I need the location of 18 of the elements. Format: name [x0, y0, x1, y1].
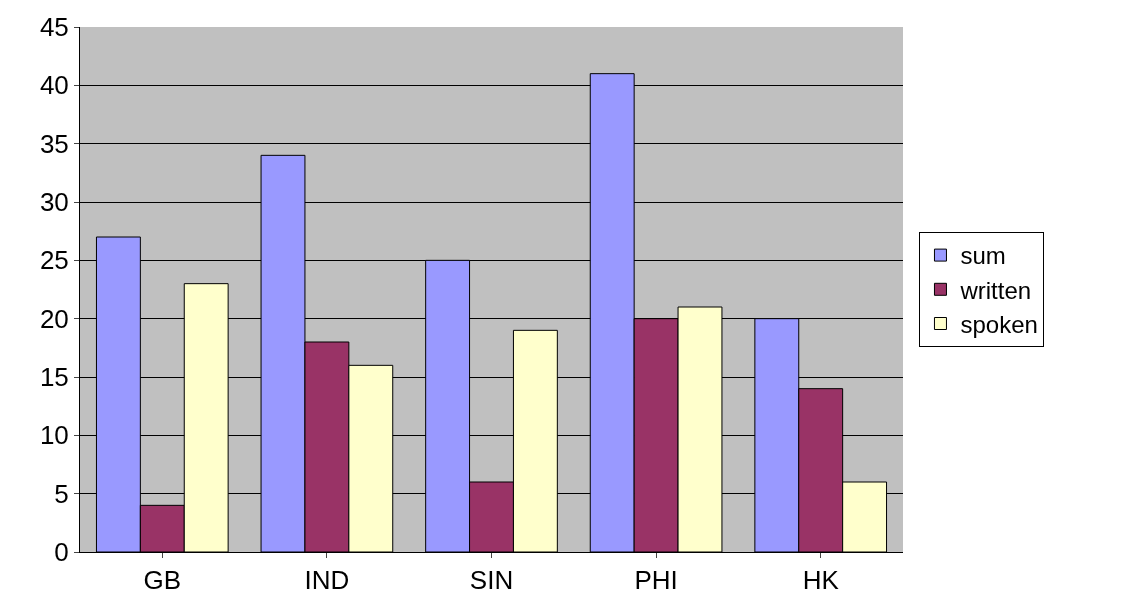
- y-tick-label: 45: [39, 12, 69, 43]
- y-tick-label: 25: [39, 245, 69, 276]
- y-tick-label: 30: [39, 187, 69, 218]
- x-tick-label: IND: [304, 565, 350, 596]
- y-tick-label: 0: [54, 537, 69, 568]
- x-tick-label: PHI: [634, 565, 678, 596]
- legend-label: sum: [960, 242, 1006, 270]
- legend-label: spoken: [960, 310, 1038, 338]
- x-tick-label: GB: [143, 565, 182, 596]
- legend-label: written: [959, 276, 1032, 304]
- y-tick-label: 35: [39, 128, 69, 159]
- y-tick-label: 15: [39, 362, 69, 393]
- x-tick-label: SIN: [469, 565, 514, 596]
- y-tick-label: 20: [39, 303, 69, 334]
- y-tick-label: 40: [39, 70, 69, 101]
- x-tick-label: HK: [802, 565, 840, 596]
- y-tick-label: 10: [39, 420, 69, 451]
- y-tick-label: 5: [54, 478, 69, 509]
